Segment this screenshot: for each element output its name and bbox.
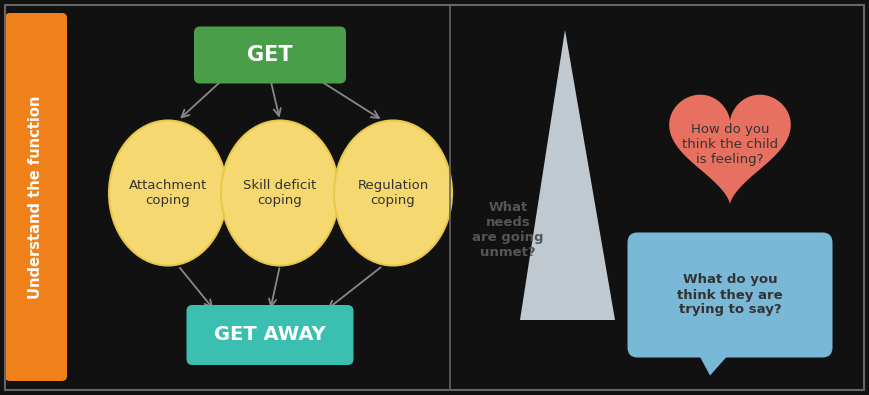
- Text: GET AWAY: GET AWAY: [214, 325, 326, 344]
- Text: How do you
think the child
is feeling?: How do you think the child is feeling?: [682, 124, 778, 167]
- FancyBboxPatch shape: [627, 233, 833, 357]
- Ellipse shape: [109, 120, 227, 265]
- Text: GET: GET: [247, 45, 293, 65]
- Text: Attachment
coping: Attachment coping: [129, 179, 207, 207]
- FancyBboxPatch shape: [194, 26, 346, 83]
- Polygon shape: [695, 348, 735, 376]
- Ellipse shape: [334, 120, 452, 265]
- Text: Understand the function: Understand the function: [29, 95, 43, 299]
- Text: Skill deficit
coping: Skill deficit coping: [243, 179, 316, 207]
- Ellipse shape: [221, 120, 339, 265]
- Polygon shape: [669, 95, 791, 205]
- Text: What do you
think they are
trying to say?: What do you think they are trying to say…: [677, 273, 783, 316]
- Polygon shape: [520, 30, 615, 320]
- Text: Regulation
coping: Regulation coping: [357, 179, 428, 207]
- FancyBboxPatch shape: [187, 305, 354, 365]
- FancyBboxPatch shape: [5, 13, 67, 381]
- Text: What
needs
are going
unmet?: What needs are going unmet?: [472, 201, 544, 259]
